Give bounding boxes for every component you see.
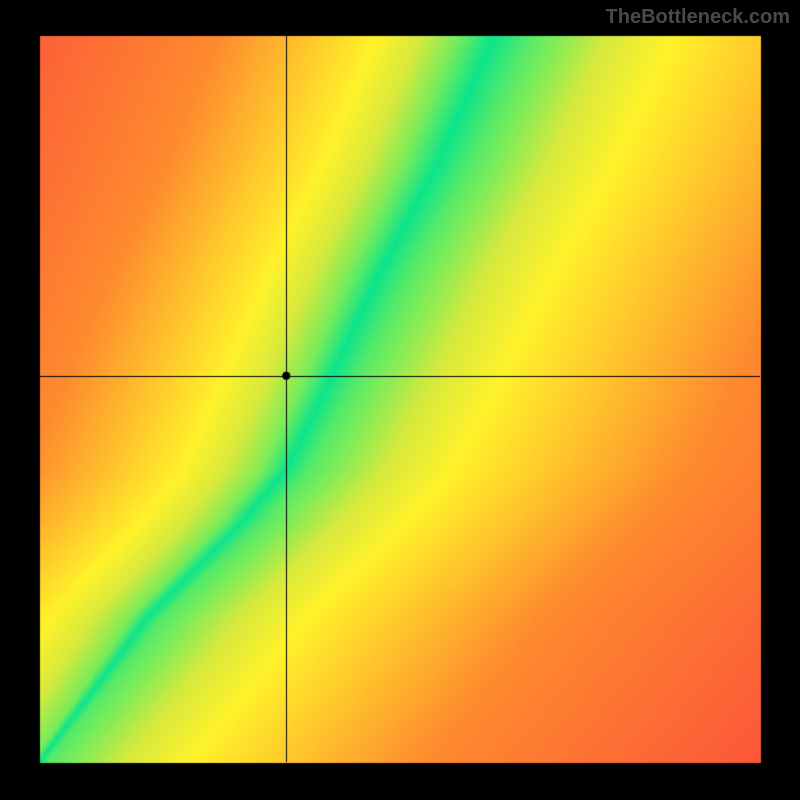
watermark-text: TheBottleneck.com bbox=[606, 6, 790, 29]
bottleneck-heatmap bbox=[0, 0, 800, 800]
